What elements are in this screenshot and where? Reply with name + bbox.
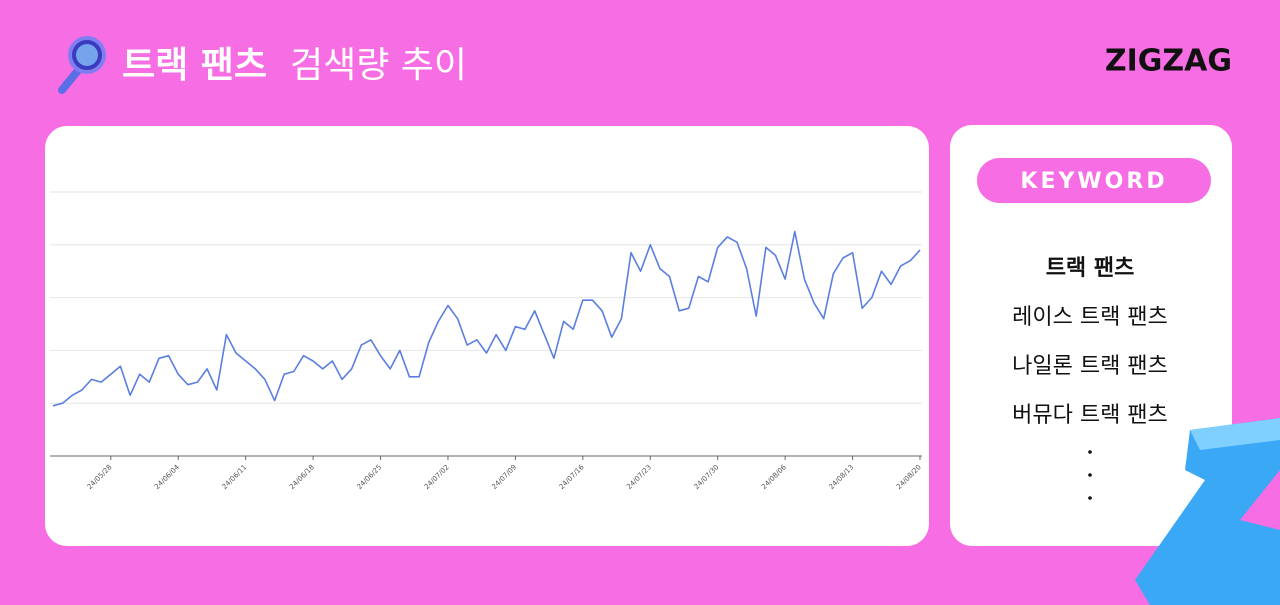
keyword-item: 레이스 트랙 팬츠: [1012, 305, 1168, 330]
z-icon: [1135, 418, 1280, 605]
keyword-card: [950, 125, 1232, 546]
keyword-item: 버뮤다 트랙 팬츠: [1012, 403, 1168, 428]
chart-card: [45, 126, 929, 546]
keyword-pill: [977, 158, 1211, 203]
title-rest: 검색량 추이: [290, 45, 467, 86]
keyword-item: 나일론 트랙 팬츠: [1012, 354, 1168, 379]
magnifier-icon: [58, 36, 106, 94]
keyword-item: 트랙 팬츠: [1046, 256, 1135, 281]
logo: ZIGZAG: [1105, 44, 1232, 79]
keyword-label: KEYWORD: [1020, 169, 1167, 194]
more-dots: [1088, 450, 1092, 500]
title-bold: 트랙 팬츠: [122, 45, 267, 86]
series-line: [52, 230, 921, 407]
